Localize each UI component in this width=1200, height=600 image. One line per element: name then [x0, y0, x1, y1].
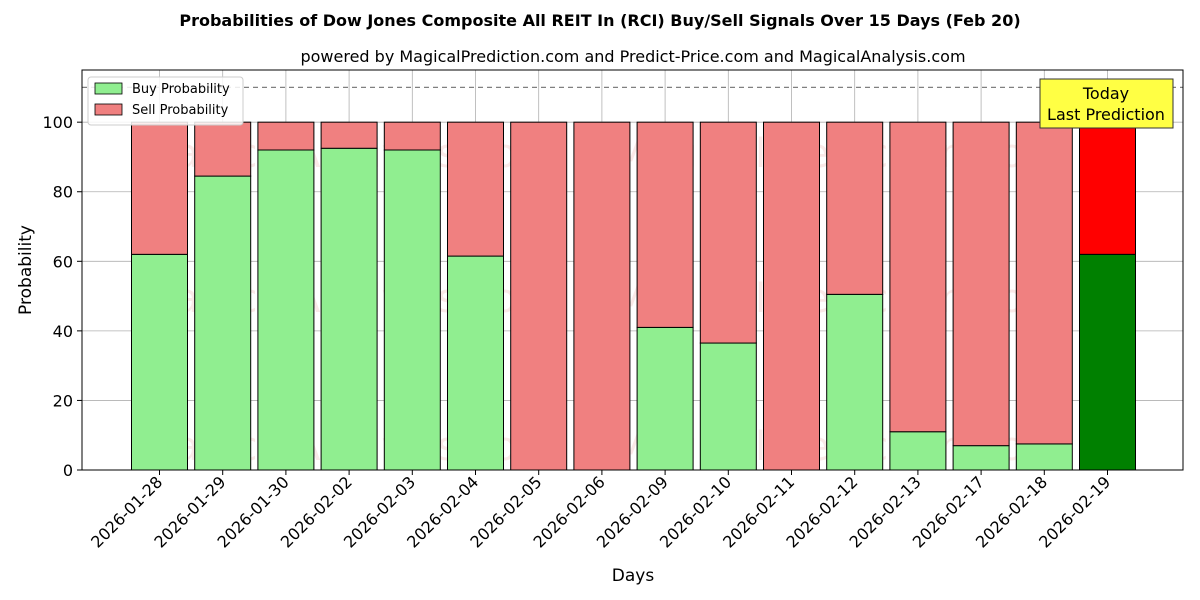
y-axis-label: Probability	[16, 225, 36, 315]
bar-buy-2026-02-09	[636, 326, 694, 471]
y-tick-label-3: 60	[53, 252, 73, 271]
legend-label-buy: Buy Probability	[132, 82, 230, 97]
bar-buy-2026-01-30	[257, 149, 315, 471]
bar-buy-2026-02-03	[383, 149, 441, 471]
y-tick-label-5: 100	[42, 113, 73, 132]
bar-sell-2026-02-02	[320, 121, 378, 149]
bar-buy-2026-02-12	[826, 293, 884, 471]
bar-sell-2026-02-05	[510, 121, 568, 471]
bar-buy-2026-01-29	[194, 175, 252, 471]
legend-box	[87, 76, 244, 126]
bar-sell-2026-02-11	[763, 121, 820, 471]
bar-sell-2026-02-03	[383, 121, 441, 151]
bar-sell-2026-01-29	[194, 121, 252, 177]
x-axis-label: Days	[612, 566, 655, 586]
bar-buy-2026-02-18	[1015, 443, 1073, 471]
legend-swatch-sell	[94, 103, 123, 116]
bar-buy-2026-02-19	[1079, 253, 1136, 471]
bar-sell-2026-02-10	[699, 121, 757, 344]
today-line2: Last Prediction	[1047, 105, 1165, 124]
bar-sell-2026-02-06	[573, 121, 631, 471]
y-tick-label-2: 40	[53, 322, 73, 341]
legend-label-sell: Sell Probability	[132, 103, 229, 118]
bar-buy-2026-02-02	[320, 147, 378, 471]
y-tick-label-1: 20	[53, 391, 73, 410]
bar-buy-2026-02-10	[699, 342, 757, 471]
bar-sell-2026-02-12	[826, 121, 884, 295]
legend-swatch-buy	[94, 82, 123, 95]
bar-buy-2026-02-13	[889, 431, 947, 471]
bar-sell-2026-02-18	[1015, 121, 1073, 445]
today-line1: Today	[1082, 84, 1129, 103]
plot-frame	[81, 69, 1184, 471]
bar-sell-2026-01-28	[131, 121, 188, 255]
bar-sell-2026-01-30	[257, 121, 315, 151]
bars	[131, 121, 1136, 471]
chart-title: Probabilities of Dow Jones Composite All…	[179, 11, 1020, 30]
legend: Buy Probability Sell Probability	[87, 76, 244, 126]
y-tick-label-4: 80	[53, 183, 73, 202]
bar-sell-2026-02-04	[447, 121, 504, 257]
today-annotation: Today Last Prediction	[1039, 78, 1174, 129]
bar-buy-2026-02-17	[952, 445, 1010, 471]
today-box	[1039, 78, 1174, 129]
bar-buy-2026-01-28	[131, 253, 188, 471]
chart-subtitle: powered by MagicalPrediction.com and Pre…	[300, 47, 965, 66]
bar-buy-2026-02-04	[447, 255, 504, 471]
bar-sell-2026-02-13	[889, 121, 947, 433]
bar-sell-2026-02-17	[952, 121, 1010, 447]
bar-sell-2026-02-09	[636, 121, 694, 328]
bar-sell-2026-02-19	[1079, 121, 1136, 255]
y-axis-ticks: 0 20 40 60 80 100	[42, 113, 82, 480]
y-tick-label-0: 0	[63, 461, 73, 480]
x-axis-ticks: 2026-01-282026-01-292026-01-302026-02-02…	[87, 470, 1114, 552]
